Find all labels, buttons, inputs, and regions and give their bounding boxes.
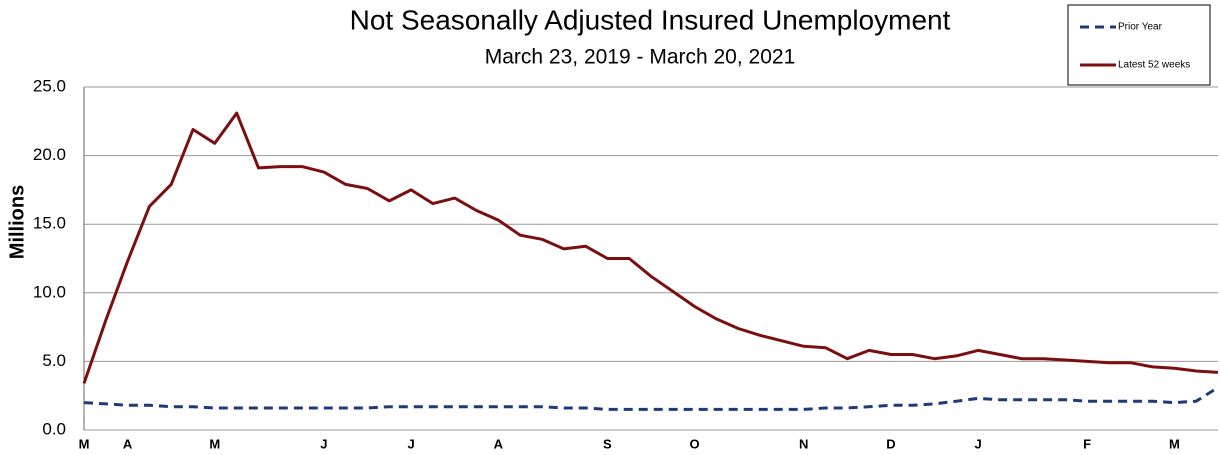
x-tick-label: J — [407, 436, 414, 451]
y-tick-label: 25.0 — [33, 76, 66, 95]
x-tick-label: J — [974, 436, 981, 451]
y-axis-label: Millions — [6, 185, 28, 259]
legend-label: Prior Year — [1118, 22, 1163, 33]
line-series — [83, 386, 1219, 411]
x-tick-label: J — [320, 436, 327, 451]
x-tick-label: N — [799, 436, 808, 451]
x-tick-label: M — [209, 436, 220, 451]
y-tick-label: 15.0 — [33, 214, 66, 233]
x-tick-label: F — [1083, 436, 1091, 451]
y-tick-label: 5.0 — [42, 351, 66, 370]
x-tick-label: M — [1169, 436, 1180, 451]
y-tick-label: 10.0 — [33, 282, 66, 301]
x-tick-label: A — [494, 436, 504, 451]
x-tick-label: M — [79, 436, 90, 451]
y-tick-label: 0.0 — [42, 419, 66, 438]
x-tick-label: S — [603, 436, 612, 451]
y-tick-label: 20.0 — [33, 145, 66, 164]
x-tick-label: O — [690, 436, 700, 451]
chart-title: Not Seasonally Adjusted Insured Unemploy… — [350, 4, 951, 35]
legend-box — [1067, 4, 1211, 86]
x-tick-label: D — [886, 436, 895, 451]
legend-label: Latest 52 weeks — [1118, 60, 1190, 71]
chart-subtitle: March 23, 2019 - March 20, 2021 — [485, 46, 796, 69]
x-tick-label: A — [123, 436, 133, 451]
line-series — [82, 111, 1219, 384]
